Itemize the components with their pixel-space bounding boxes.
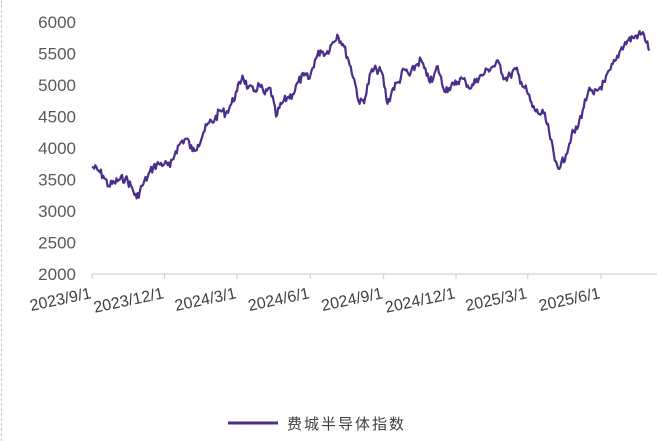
- x-tick-label: 2023/12/1: [92, 285, 165, 316]
- x-tick-label: 2025/3/1: [464, 285, 529, 315]
- x-tick-label: 2024/9/1: [320, 285, 385, 315]
- x-tick-label: 2024/3/1: [173, 285, 238, 315]
- x-axis: 2023/9/1 2023/12/1 2024/3/1 2024/6/1 2024/9/…: [28, 273, 657, 317]
- y-tick-label: 3000: [38, 202, 76, 221]
- y-tick-label: 2500: [38, 234, 76, 253]
- x-tick-label: 2024/6/1: [247, 285, 312, 315]
- y-tick-label: 2000: [38, 265, 76, 284]
- y-tick-label: 4500: [38, 108, 76, 127]
- y-tick-label: 6000: [38, 13, 76, 32]
- frame-border: [1, 0, 2, 441]
- y-tick-label: 5500: [38, 45, 76, 64]
- x-tick-label: 2024/12/1: [384, 285, 457, 316]
- y-tick-label: 4000: [38, 139, 76, 158]
- x-tick-label: 2025/6/1: [537, 285, 602, 315]
- legend: 费城半导体指数: [228, 415, 406, 433]
- legend-label: 费城半导体指数: [287, 415, 406, 433]
- y-tick-label: 3500: [38, 171, 76, 190]
- y-tick-label: 5000: [38, 76, 76, 95]
- series-line: [91, 30, 651, 200]
- y-axis: 2000 2500 3000 3500 4000 4500 5000 5500 6000: [38, 13, 76, 284]
- plot-area: [91, 30, 651, 200]
- x-tick-label: 2023/9/1: [28, 285, 93, 315]
